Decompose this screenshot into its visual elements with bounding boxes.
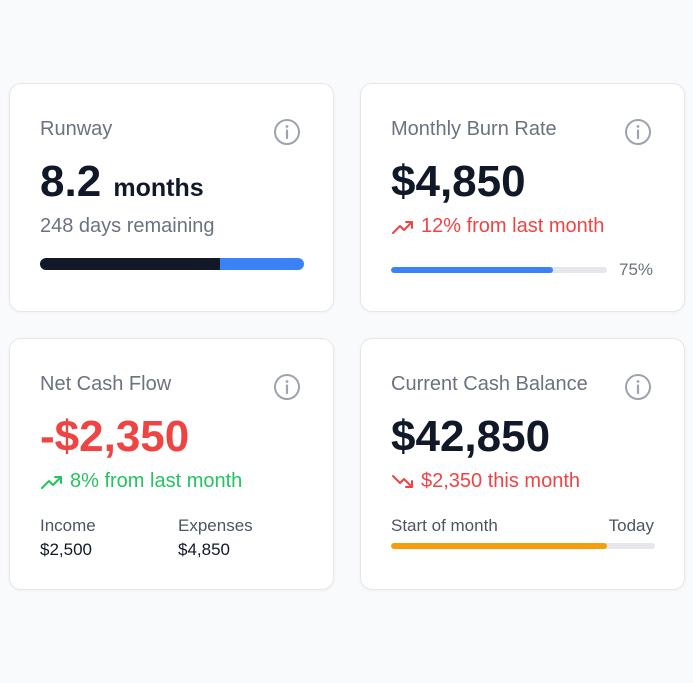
trending-down-icon [392,474,413,488]
burn-rate-trend: 12% from last month [391,215,604,238]
cash-balance-trend-text: $2,350 this month [421,470,580,492]
runway-title: Runway [40,118,113,140]
today-label: Today [608,516,654,535]
cash-balance-title: Current Cash Balance [391,373,588,395]
runway-number: 8.2 [40,157,102,206]
info-icon[interactable] [624,373,652,401]
net-cash-flow-value: -$2,350 [40,412,190,461]
info-icon[interactable] [624,118,652,146]
net-cash-flow-card: Net Cash Flow -$2,350 8% from last month… [9,338,334,590]
runway-unit: months [113,174,204,202]
cash-balance-progress-fill [391,543,608,549]
net-cash-flow-title: Net Cash Flow [40,373,172,395]
runway-progress-dark [40,258,220,270]
trending-up-icon [41,475,62,489]
burn-rate-card: Monthly Burn Rate $4,850 12% from last m… [360,83,685,312]
net-cash-flow-trend-text: 8% from last month [70,470,243,492]
info-icon[interactable] [273,373,301,401]
income-value: $2,500 [40,540,92,559]
runway-card: Runway 8.2 months 248 days remaining [9,83,334,312]
burn-rate-percent: 75% [619,260,654,279]
info-icon[interactable] [273,118,301,146]
cash-balance-progress-bar [391,543,655,549]
expenses-value: $4,850 [178,540,230,559]
cash-balance-value: $42,850 [391,412,551,461]
cash-balance-card: Current Cash Balance $42,850 $2,350 this… [360,338,685,590]
burn-rate-title: Monthly Burn Rate [391,118,557,140]
burn-rate-progress-fill [391,267,553,273]
burn-rate-value: $4,850 [391,157,526,206]
runway-progress-bar [40,258,304,270]
runway-value: 8.2 months [40,160,204,204]
cash-balance-trend: $2,350 this month [391,470,580,493]
start-of-month-label: Start of month [391,516,498,535]
burn-rate-progress-bar [391,267,607,273]
trending-up-icon [392,220,413,234]
net-cash-flow-trend: 8% from last month [40,470,242,493]
runway-days-remaining: 248 days remaining [40,215,215,237]
burn-rate-trend-text: 12% from last month [421,215,605,237]
income-label: Income [40,516,96,535]
expenses-label: Expenses [178,516,253,535]
